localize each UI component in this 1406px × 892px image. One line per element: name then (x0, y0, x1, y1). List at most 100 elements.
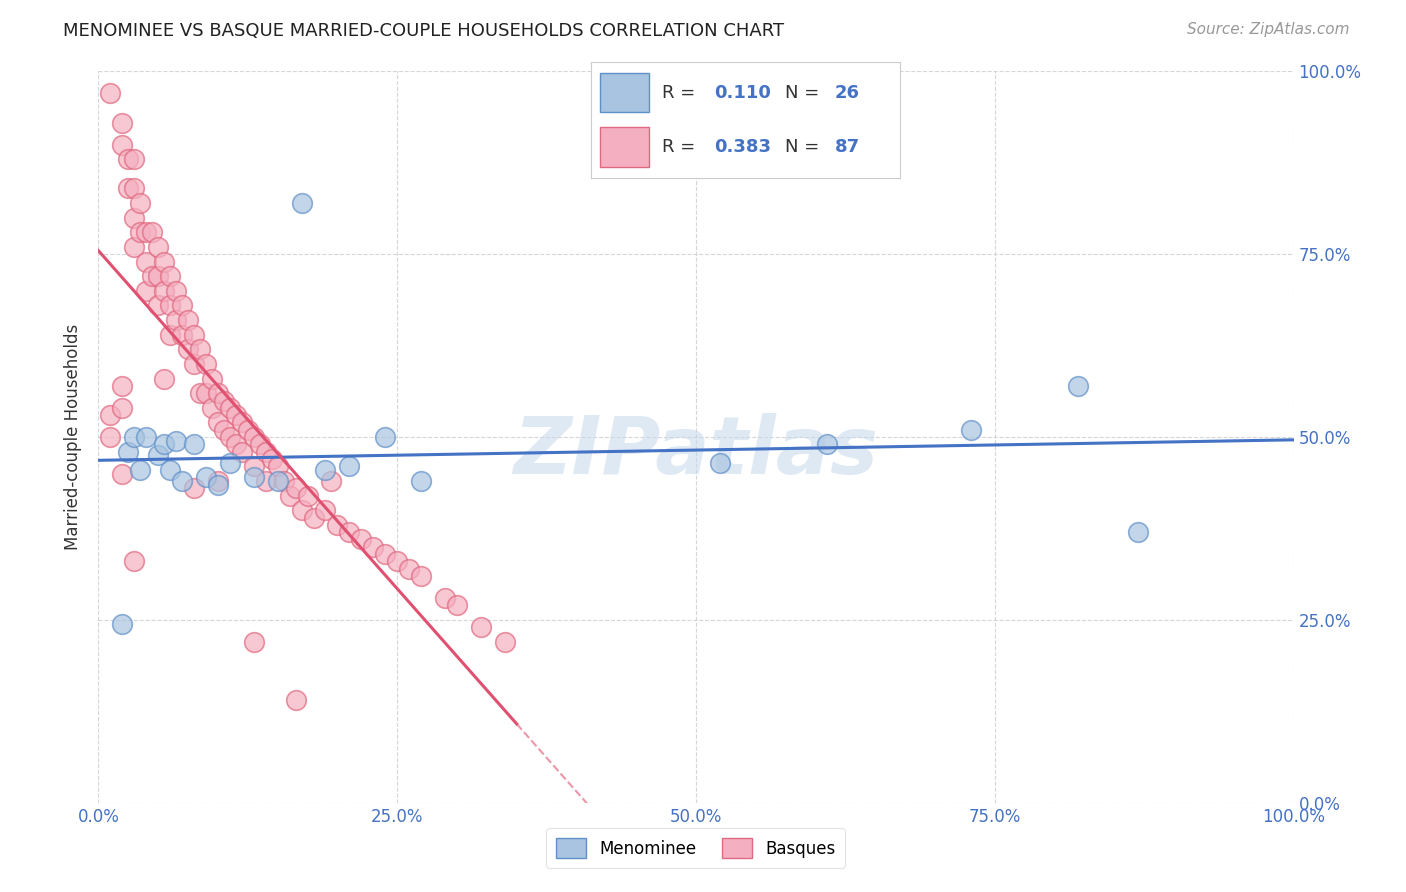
Point (183, 481, 205, 495)
Point (98, 408, 122, 422)
Point (815, 437, 838, 451)
Point (315, 463, 337, 477)
Point (117, 152, 139, 166)
Point (231, 444, 253, 458)
Point (273, 474, 295, 488)
Point (201, 371, 224, 385)
Point (111, 401, 134, 415)
Point (207, 386, 229, 401)
Point (165, 313, 187, 327)
Point (183, 327, 205, 342)
Text: MENOMINEE VS BASQUE MARRIED-COUPLE HOUSEHOLDS CORRELATION CHART: MENOMINEE VS BASQUE MARRIED-COUPLE HOUSE… (63, 22, 785, 40)
Point (135, 430, 157, 444)
Point (111, 137, 134, 152)
Point (159, 298, 181, 312)
Point (385, 554, 409, 568)
Point (243, 635, 266, 649)
Point (111, 616, 134, 631)
Point (374, 430, 396, 444)
Point (225, 437, 247, 451)
Point (243, 470, 266, 484)
Point (141, 269, 163, 284)
Point (291, 196, 314, 211)
Point (135, 225, 157, 239)
Point (260, 452, 283, 467)
Point (183, 357, 205, 371)
Point (124, 181, 146, 195)
Point (225, 408, 247, 422)
Point (117, 444, 139, 458)
Text: N =: N = (786, 138, 820, 156)
Point (284, 481, 307, 495)
Point (159, 269, 181, 284)
Point (124, 152, 146, 166)
Point (350, 533, 373, 547)
Point (117, 181, 139, 195)
Point (129, 463, 152, 477)
Point (411, 474, 433, 488)
Point (339, 459, 361, 474)
Point (148, 298, 170, 312)
Point (243, 430, 266, 444)
Point (1128, 525, 1150, 540)
Point (177, 313, 200, 327)
Point (207, 416, 229, 430)
Point (135, 284, 157, 298)
Point (446, 599, 468, 613)
Bar (600, 73, 650, 112)
Point (195, 357, 218, 371)
Point (709, 456, 731, 470)
Point (254, 474, 277, 488)
Point (212, 423, 235, 437)
Point (172, 327, 194, 342)
Point (148, 269, 170, 284)
Point (326, 517, 349, 532)
Point (177, 343, 200, 357)
Point (135, 254, 157, 268)
Point (219, 430, 242, 444)
Point (98, 87, 122, 101)
Point (201, 401, 224, 415)
Point (124, 430, 146, 444)
Point (297, 489, 319, 503)
Text: R =: R = (662, 138, 695, 156)
Point (249, 437, 271, 451)
Point (434, 591, 457, 605)
Point (153, 254, 176, 268)
Point (195, 386, 218, 401)
Point (148, 448, 170, 462)
Point (165, 284, 187, 298)
Point (207, 477, 229, 491)
Point (111, 379, 134, 393)
Point (124, 554, 146, 568)
Point (165, 434, 187, 448)
Y-axis label: Married-couple Households: Married-couple Households (65, 324, 83, 550)
Point (124, 211, 146, 225)
Point (254, 444, 277, 458)
Point (219, 401, 242, 415)
Point (339, 525, 361, 540)
Point (141, 225, 163, 239)
Text: ZIPatlas: ZIPatlas (513, 413, 879, 491)
Point (172, 474, 194, 488)
Text: R =: R = (662, 84, 695, 102)
Point (188, 386, 211, 401)
Point (159, 327, 181, 342)
Text: 0.383: 0.383 (714, 138, 772, 156)
Point (494, 635, 516, 649)
Point (291, 503, 314, 517)
Point (124, 240, 146, 254)
Point (231, 416, 253, 430)
Point (188, 343, 211, 357)
Point (153, 437, 176, 451)
Point (243, 459, 266, 474)
Point (98, 430, 122, 444)
Point (470, 620, 492, 634)
Text: 87: 87 (835, 138, 860, 156)
Point (148, 240, 170, 254)
Point (207, 474, 229, 488)
Text: Source: ZipAtlas.com: Source: ZipAtlas.com (1187, 22, 1350, 37)
Point (183, 437, 205, 451)
Point (212, 393, 235, 408)
Point (129, 225, 152, 239)
